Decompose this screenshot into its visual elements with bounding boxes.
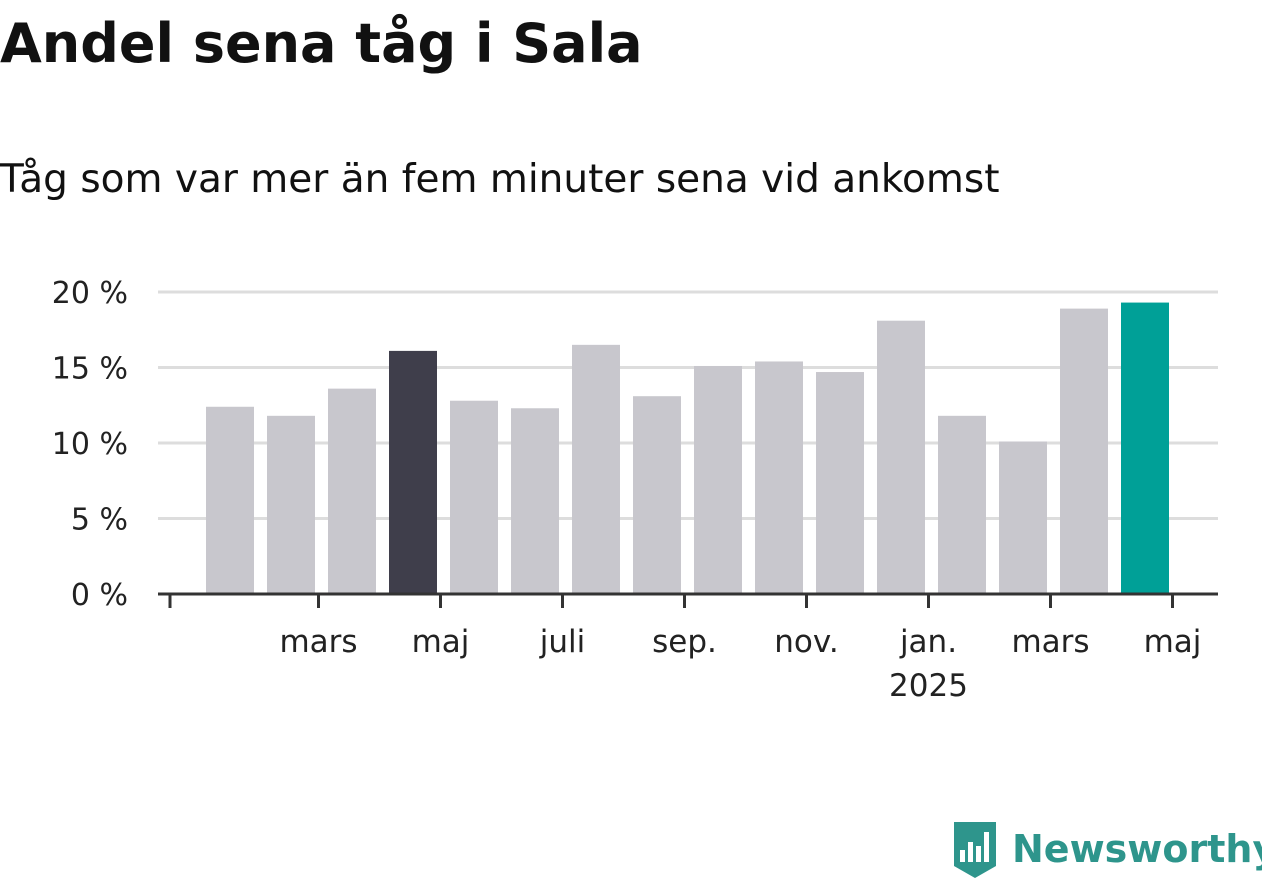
bar bbox=[328, 388, 376, 594]
y-tick-label: 20 % bbox=[52, 276, 128, 311]
bar bbox=[694, 365, 742, 594]
x-tick-label: sep. bbox=[652, 624, 717, 660]
bar bbox=[389, 350, 437, 594]
bar bbox=[511, 408, 559, 594]
newsworthy-logo-icon bbox=[954, 822, 996, 878]
brand-name: Newsworthy bbox=[1012, 827, 1262, 871]
bar bbox=[1060, 308, 1108, 594]
x-tick-label: maj bbox=[412, 624, 470, 660]
chart-title: Andel sena tåg i Sala bbox=[0, 12, 643, 75]
bar bbox=[450, 400, 498, 594]
chart-subtitle: Tåg som var mer än fem minuter sena vid … bbox=[0, 157, 1000, 202]
x-tick-label: nov. bbox=[774, 624, 838, 660]
bar bbox=[206, 406, 254, 594]
bar bbox=[633, 396, 681, 594]
bar bbox=[877, 320, 925, 594]
bar bbox=[999, 441, 1047, 594]
bar bbox=[755, 361, 803, 594]
x-tick-label: mars bbox=[279, 624, 357, 660]
bar bbox=[938, 415, 986, 594]
y-tick-label: 10 % bbox=[52, 427, 128, 462]
y-tick-label: 5 % bbox=[71, 503, 128, 538]
bar bbox=[1121, 302, 1169, 594]
x-tick-label: jan. bbox=[899, 624, 957, 660]
bar bbox=[267, 415, 315, 594]
bar bbox=[816, 372, 864, 594]
brand-logo: Newsworthy bbox=[950, 818, 1262, 880]
x-tick-label: mars bbox=[1011, 624, 1089, 660]
y-tick-label: 15 % bbox=[52, 352, 128, 387]
y-tick-label: 0 % bbox=[71, 578, 128, 613]
x-tick-sublabel: 2025 bbox=[889, 668, 968, 704]
x-tick-label: maj bbox=[1144, 624, 1202, 660]
bar bbox=[572, 344, 620, 594]
x-tick-label: juli bbox=[539, 624, 586, 660]
